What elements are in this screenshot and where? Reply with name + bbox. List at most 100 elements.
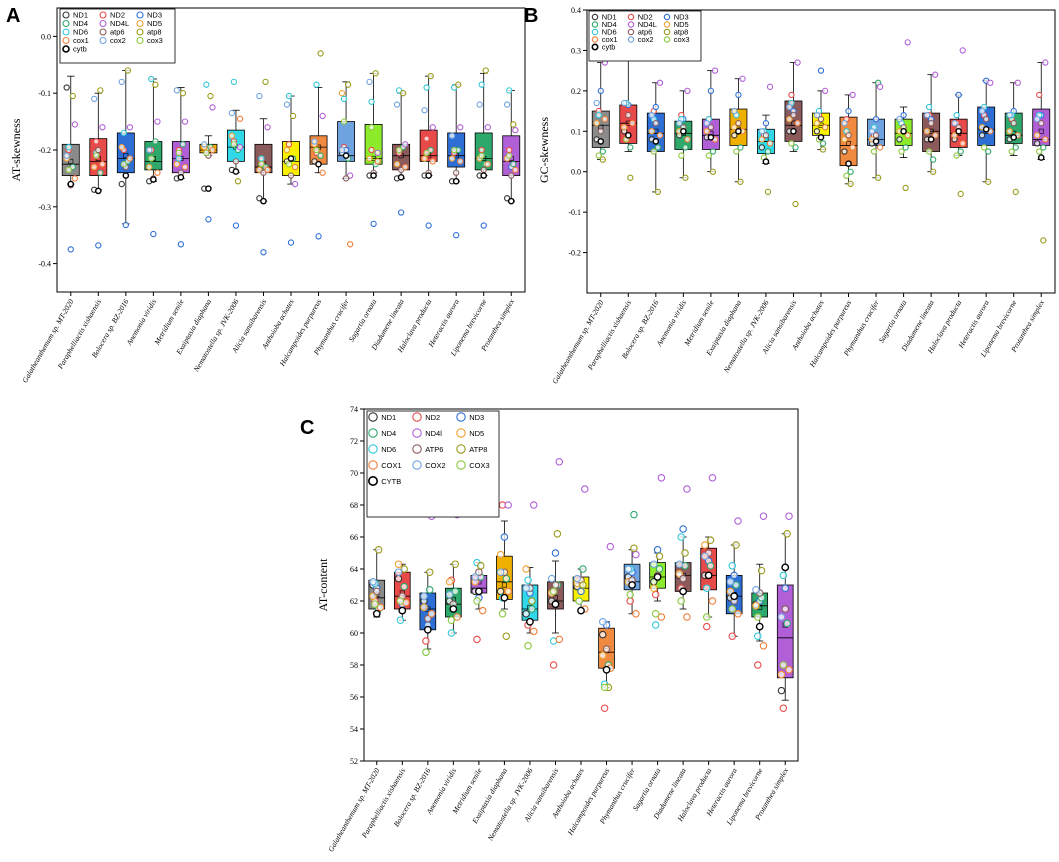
y-tick-label: 56 <box>350 693 358 702</box>
point-nd4 <box>179 141 187 148</box>
point-atp8 <box>579 581 587 589</box>
point-cytb <box>790 127 797 135</box>
point-nd4 <box>1040 144 1047 151</box>
point-cox1 <box>264 166 271 174</box>
point-cox2 <box>201 141 208 148</box>
point-cox1 <box>154 169 161 176</box>
point-cox3 <box>600 683 609 692</box>
point-cytb <box>872 138 880 145</box>
box-7 <box>521 501 539 650</box>
point-cox3 <box>705 152 712 159</box>
point-cox3 <box>925 148 933 155</box>
point-nd3 <box>260 249 267 256</box>
point-nd4l <box>821 87 829 95</box>
point-atp8 <box>179 90 187 97</box>
legend-label: COX1 <box>381 461 401 470</box>
point-cytb <box>577 606 585 615</box>
point-atp6 <box>480 166 487 174</box>
point-cox2 <box>366 78 373 85</box>
point-cox1 <box>427 610 436 618</box>
point-atp6 <box>95 146 102 154</box>
box-8 <box>784 59 803 208</box>
point-cox3 <box>788 140 795 147</box>
point-cox2 <box>573 574 581 583</box>
legend-label: COX3 <box>469 461 489 470</box>
point-atp8 <box>681 549 689 557</box>
point-nd4l <box>457 124 464 131</box>
point-cytb <box>287 155 295 162</box>
point-cox2 <box>726 578 735 586</box>
point-nd4 <box>819 140 827 147</box>
point-nd6 <box>702 584 711 592</box>
point-atp8 <box>874 174 882 181</box>
point-cox3 <box>898 148 905 155</box>
point-cox1 <box>347 241 354 248</box>
point-atp6 <box>817 116 825 123</box>
point-nd4l <box>708 474 717 482</box>
legend-marker-cytb <box>591 43 599 51</box>
point-nd4 <box>902 144 909 151</box>
point-cox1 <box>555 635 564 644</box>
point-atp8 <box>69 92 76 100</box>
y-axis-title: GC-skewness <box>537 117 551 183</box>
box-4 <box>445 510 462 637</box>
box-3 <box>116 67 135 229</box>
point-nd4l <box>402 141 409 148</box>
point-cox1 <box>209 146 216 154</box>
point-cox2 <box>978 107 986 115</box>
point-cox1 <box>657 613 666 621</box>
point-cox1 <box>877 144 884 151</box>
box-3 <box>419 512 437 656</box>
point-nd2 <box>626 597 634 605</box>
point-atp8 <box>1040 237 1047 244</box>
point-cox3 <box>230 141 238 148</box>
box-17 <box>502 87 521 205</box>
point-atp6 <box>342 175 350 182</box>
point-cytb <box>628 581 636 589</box>
category-label: Galatheanthemum sp. MT-2020 <box>20 297 75 384</box>
point-cytb <box>652 138 660 145</box>
point-nd2 <box>423 135 430 142</box>
legend-label: atp8 <box>674 27 689 36</box>
point-cox1 <box>629 120 636 127</box>
point-atp8 <box>627 174 634 181</box>
point-cox3 <box>980 144 988 151</box>
point-nd5 <box>393 161 401 168</box>
point-nd4l <box>209 104 216 111</box>
point-cox1 <box>402 163 409 171</box>
legend: ND1 ND2 ND3 ND4 ND4L ND5 ND6 atp6 atp8 cox1 cox2 co… <box>59 8 176 64</box>
legend-label: cox2 <box>110 36 126 45</box>
box-16 <box>474 67 493 229</box>
point-cox2 <box>471 573 479 581</box>
legend-marker-nd4 <box>591 21 599 28</box>
point-nd3 <box>872 116 880 123</box>
point-nd2 <box>422 637 430 645</box>
point-cox2 <box>311 138 318 145</box>
point-cox2 <box>701 552 709 560</box>
point-cox1 <box>656 132 664 139</box>
point-nd5 <box>701 541 709 549</box>
point-nd4l <box>684 87 691 95</box>
legend-label: ND5 <box>674 20 689 29</box>
box-13 <box>922 71 941 175</box>
point-nd6 <box>754 632 762 640</box>
point-cytb <box>94 187 102 195</box>
point-cox1 <box>457 158 464 165</box>
point-cox3 <box>340 118 348 125</box>
point-nd1 <box>1033 140 1041 147</box>
point-cox3 <box>728 605 737 613</box>
point-nd4l <box>1042 59 1049 66</box>
point-nd5 <box>394 560 403 568</box>
point-atp8 <box>477 562 485 570</box>
y-tick-label: 0.3 <box>571 46 581 55</box>
point-nd4 <box>792 144 799 151</box>
point-nd6 <box>395 87 403 94</box>
point-nd2 <box>285 141 293 148</box>
point-cox3 <box>148 155 155 162</box>
box-1 <box>368 486 386 618</box>
legend-label: ND3 <box>147 11 162 20</box>
point-cox3 <box>371 600 379 608</box>
point-nd2 <box>754 661 762 669</box>
point-nd3 <box>150 230 157 238</box>
y-tick-label: 68 <box>350 501 358 510</box>
